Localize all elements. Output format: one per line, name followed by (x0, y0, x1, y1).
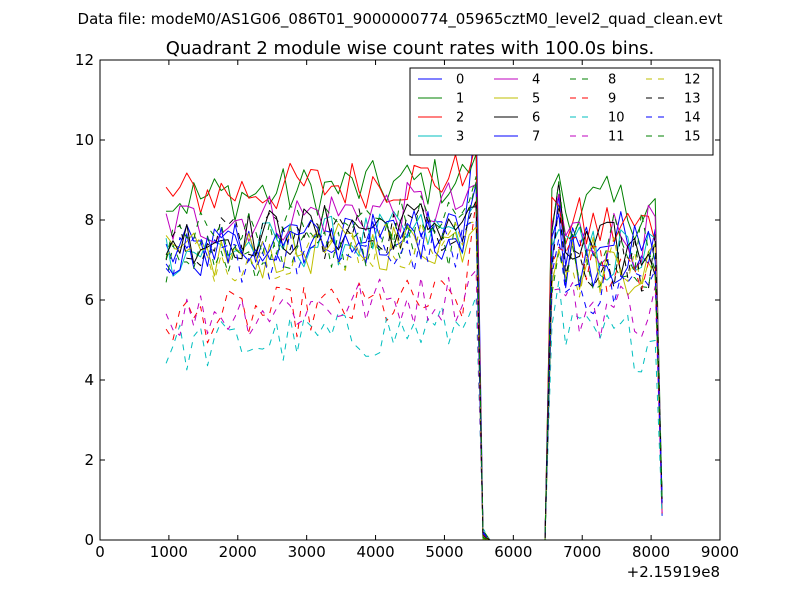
series-line-7 (165, 183, 663, 541)
axes: 0 1000 2000 3000 4000 5000 6000 7000 8000 9000 0 2 4… (75, 51, 739, 561)
series-line-0 (165, 110, 663, 541)
series-line-3 (165, 201, 663, 541)
legend-label-10: 10 (608, 111, 625, 126)
series-line-2 (165, 142, 663, 541)
plot-area (165, 110, 663, 541)
x-offset-label: +2.15919e8 (627, 563, 720, 581)
x-tick-label: 4000 (356, 543, 394, 561)
x-tick-label: 3000 (288, 543, 326, 561)
legend-label-14: 14 (684, 111, 701, 126)
series-line-4 (165, 181, 663, 541)
y-tick-label: 10 (75, 131, 94, 149)
x-tick-label: 7000 (563, 543, 601, 561)
series-line-12 (165, 221, 663, 541)
legend-label-15: 15 (684, 130, 701, 145)
y-tick-label: 12 (75, 51, 94, 69)
x-tick-label: 5000 (425, 543, 463, 561)
legend-label-12: 12 (684, 73, 701, 88)
legend-label-13: 13 (684, 92, 701, 107)
legend-label-1: 1 (456, 92, 464, 107)
series-line-9 (165, 200, 663, 541)
x-tick-label: 6000 (494, 543, 532, 561)
series-line-5 (165, 223, 663, 541)
series-line-13 (165, 199, 663, 541)
y-tick-label: 4 (84, 371, 94, 389)
legend-label-8: 8 (608, 73, 616, 88)
x-tick-label: 0 (95, 543, 105, 561)
chart-suptitle: Data file: modeM0/AS1G06_086T01_90000007… (78, 10, 723, 29)
chart-title: Quadrant 2 module wise count rates with … (166, 38, 655, 59)
y-tick-label: 6 (84, 291, 94, 309)
legend-label-0: 0 (456, 73, 464, 88)
legend-box (409, 67, 714, 156)
y-tick-label: 2 (84, 451, 94, 469)
y-tick-label: 0 (84, 531, 94, 549)
y-tick-label: 8 (84, 211, 94, 229)
legend-label-4: 4 (532, 73, 540, 88)
legend-label-3: 3 (456, 130, 464, 145)
x-tick-label: 9000 (701, 543, 739, 561)
series-line-14 (165, 220, 663, 541)
legend-label-7: 7 (532, 130, 540, 145)
legend-label-11: 11 (608, 130, 625, 145)
legend-label-2: 2 (456, 111, 464, 126)
legend-label-9: 9 (608, 92, 616, 107)
legend-label-6: 6 (532, 111, 540, 126)
series-line-10 (165, 280, 663, 541)
series-line-11 (165, 269, 663, 541)
x-tick-label: 8000 (632, 543, 670, 561)
x-tick-label: 2000 (219, 543, 257, 561)
x-tick-label: 1000 (150, 543, 188, 561)
series-line-15 (165, 176, 663, 541)
legend-label-5: 5 (532, 92, 540, 107)
series-line-8 (165, 181, 663, 541)
